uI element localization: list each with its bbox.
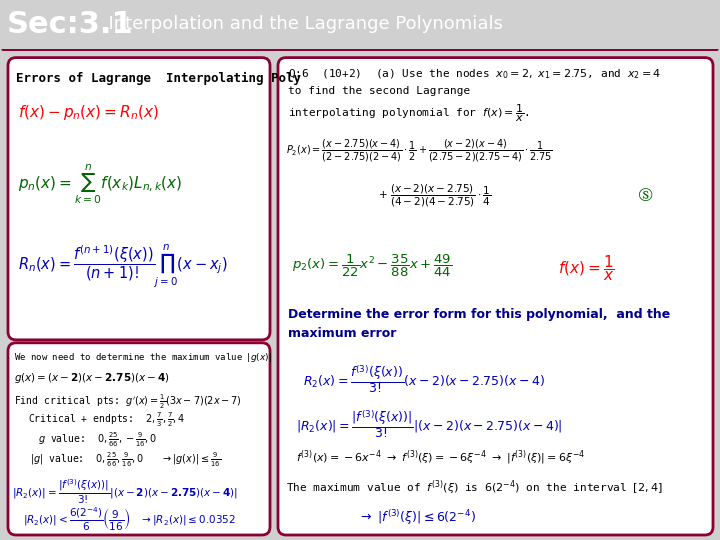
Text: Determine the error form for this polynomial,  and the
maximum error: Determine the error form for this polyno…	[288, 308, 670, 340]
Text: $\rightarrow\ |f^{(3)}(\xi)| \leq 6(2^{-4})$: $\rightarrow\ |f^{(3)}(\xi)| \leq 6(2^{-…	[358, 508, 476, 527]
Text: interpolating polynomial for $f(x) = \dfrac{1}{x}$.: interpolating polynomial for $f(x) = \df…	[288, 103, 529, 124]
Text: Q:6  (10+2)  (a) Use the nodes $x_0 = 2,\ x_1 = 2.75$, and $x_2 = 4$: Q:6 (10+2) (a) Use the nodes $x_0 = 2,\ …	[288, 68, 661, 81]
Text: We now need to determine the maximum value $|g(x)|$: We now need to determine the maximum val…	[14, 351, 272, 364]
Text: $P_2(x) = \dfrac{(x-2.75)(x-4)}{(2-2.75)(2-4)}\cdot\dfrac{1}{2}+\dfrac{(x-2)(x-4: $P_2(x) = \dfrac{(x-2.75)(x-4)}{(2-2.75)…	[286, 138, 553, 164]
Text: Errors of Lagrange  Interpolating Poly: Errors of Lagrange Interpolating Poly	[16, 72, 301, 85]
Text: $\circledS$: $\circledS$	[638, 186, 653, 205]
Text: $|R_2(x)| = \dfrac{|f^{(3)}(\xi(x))|}{3!}|(x-2)(x-2.75)(x-4)|$: $|R_2(x)| = \dfrac{|f^{(3)}(\xi(x))|}{3!…	[296, 408, 562, 440]
Text: $f^{(3)}(x) = -6x^{-4}\ \rightarrow\ f^{(3)}(\xi) = -6\xi^{-4}\ \rightarrow\ |f^: $f^{(3)}(x) = -6x^{-4}\ \rightarrow\ f^{…	[296, 448, 585, 467]
Text: $g$ value:  $0, \frac{25}{66}, -\frac{9}{16}, 0$: $g$ value: $0, \frac{25}{66}, -\frac{9}{…	[38, 431, 158, 449]
FancyBboxPatch shape	[8, 58, 270, 340]
Text: $+\ \dfrac{(x-2)(x-2.75)}{(4-2)(4-2.75)}\cdot\dfrac{1}{4}$: $+\ \dfrac{(x-2)(x-2.75)}{(4-2)(4-2.75)}…	[378, 183, 491, 209]
Text: $f(x) = \dfrac{1}{x}$: $f(x) = \dfrac{1}{x}$	[558, 253, 615, 282]
Text: $|R_2(x)| = \dfrac{|f^{(3)}(\xi(x))|}{3!}|(x-\mathbf{2})(x-\mathbf{2.75})(x-\mat: $|R_2(x)| = \dfrac{|f^{(3)}(\xi(x))|}{3!…	[12, 478, 238, 506]
Text: Critical + endpts:  $2, \frac{7}{3}, \frac{7}{2}, 4$: Critical + endpts: $2, \frac{7}{3}, \fra…	[28, 411, 185, 429]
Text: Sec:3.1: Sec:3.1	[7, 10, 134, 39]
Text: $R_2(x) = \dfrac{f^{(3)}(\xi(x))}{3!}(x-2)(x-2.75)(x-4)$: $R_2(x) = \dfrac{f^{(3)}(\xi(x))}{3!}(x-…	[303, 363, 545, 395]
Text: Find critical pts: $g'(x) = \frac{1}{2}(3x-7)(2x-7)$: Find critical pts: $g'(x) = \frac{1}{2}(…	[14, 393, 242, 411]
Text: $|R_2(x)| < \dfrac{6(2^{-4})}{6}\left(\dfrac{9}{16}\right)$   $\rightarrow |R_2(: $|R_2(x)| < \dfrac{6(2^{-4})}{6}\left(\d…	[23, 506, 236, 533]
FancyBboxPatch shape	[8, 343, 270, 535]
Text: $\mathit{R}_n(\mathit{x}) = \dfrac{\mathit{f}^{(n+1)}(\xi(\mathit{x}))}{(n+1)!}\: $\mathit{R}_n(\mathit{x}) = \dfrac{\math…	[18, 243, 228, 290]
Text: to find the second Lagrange: to find the second Lagrange	[288, 86, 470, 96]
FancyBboxPatch shape	[278, 58, 713, 535]
Text: Interpolation and the Lagrange Polynomials: Interpolation and the Lagrange Polynomia…	[97, 15, 503, 33]
Text: $g(x) = (x-\mathbf{2})(x-\mathbf{2.75})(x-\mathbf{4})$: $g(x) = (x-\mathbf{2})(x-\mathbf{2.75})(…	[14, 371, 170, 385]
Text: The maximum value of $f^{(3)}(\xi)$ is $6(2^{-4})$ on the interval $[2, 4]$: The maximum value of $f^{(3)}(\xi)$ is $…	[286, 478, 662, 497]
Text: $\mathit{f}(\mathit{x}) - \mathit{p}_n(\mathit{x}) = \mathit{R}_n(\mathit{x})$: $\mathit{f}(\mathit{x}) - \mathit{p}_n(\…	[18, 103, 159, 122]
Text: $\mathit{p}_n(\mathit{x}) = \sum_{k=0}^{n} \mathit{f}(\mathit{x}_k)\mathit{L}_{n: $\mathit{p}_n(\mathit{x}) = \sum_{k=0}^{…	[18, 163, 182, 206]
Text: $p_2(x) = \dfrac{1}{22}x^2 - \dfrac{35}{88}x + \dfrac{49}{44}$: $p_2(x) = \dfrac{1}{22}x^2 - \dfrac{35}{…	[292, 253, 452, 279]
Text: $|g|$ value:  $0, \frac{25}{66}, \frac{9}{16}, 0$   $\rightarrow |g(x)| \leq \fr: $|g|$ value: $0, \frac{25}{66}, \frac{9}…	[30, 451, 221, 469]
